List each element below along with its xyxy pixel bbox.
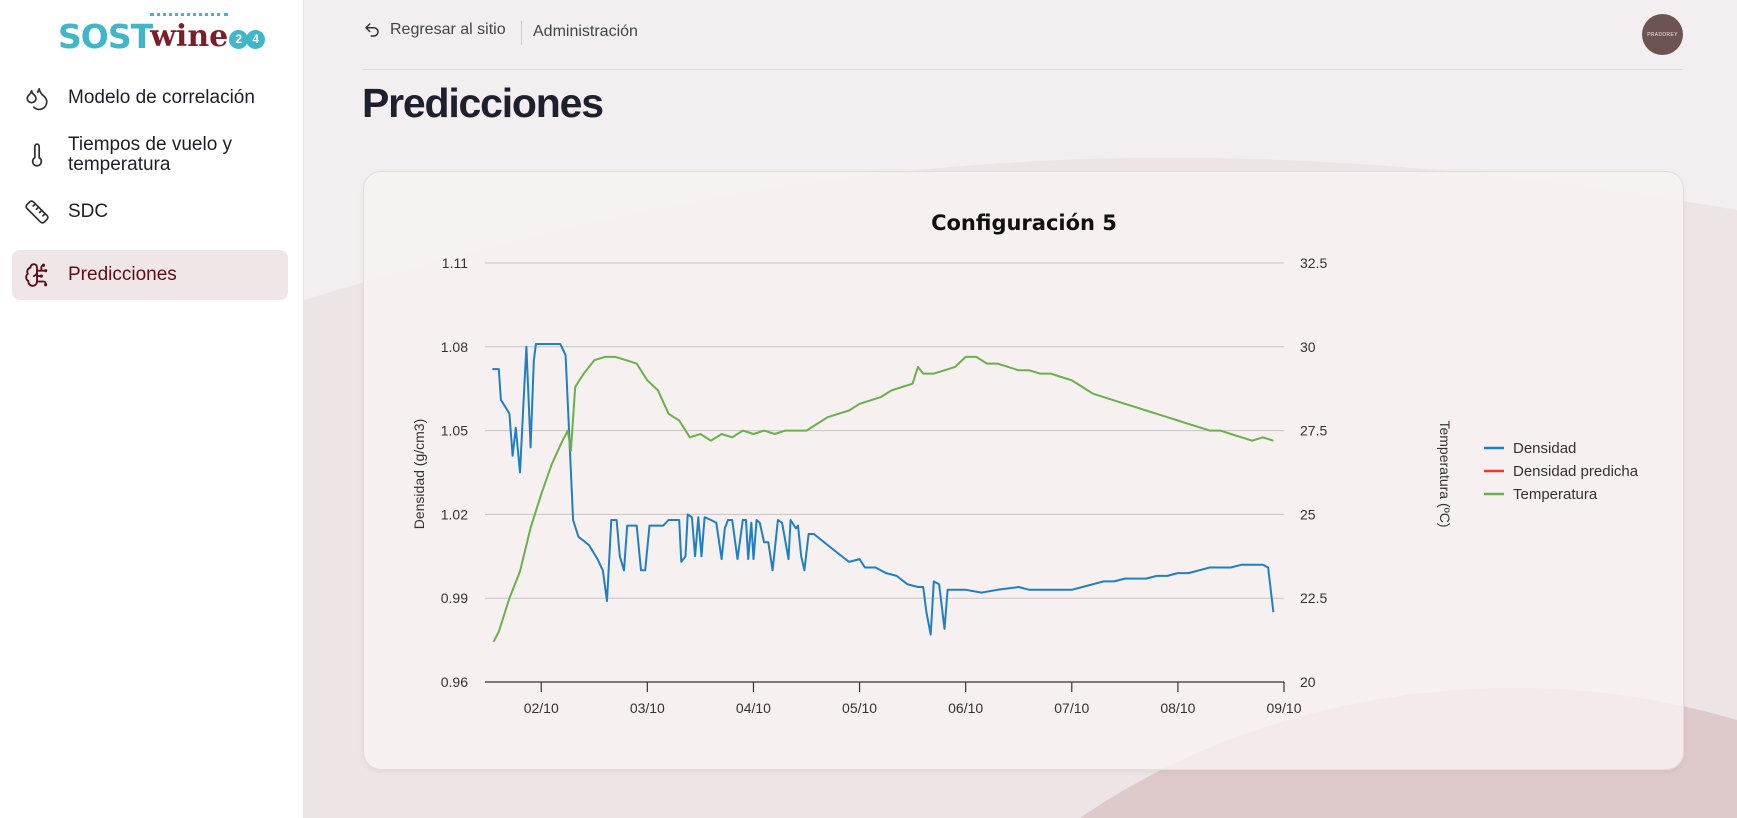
y-tick-label: 1.02 bbox=[441, 506, 468, 522]
sidebar-item-predicciones[interactable]: Predicciones bbox=[12, 250, 288, 300]
x-tick-label: 09/10 bbox=[1266, 700, 1301, 716]
sidebar: SOST wine 2 4 Modelo de correlación Tiem… bbox=[0, 0, 304, 818]
logo-text-wine: wine bbox=[150, 12, 229, 54]
droplets-icon bbox=[26, 87, 48, 111]
y2-tick-label: 22.5 bbox=[1300, 590, 1327, 606]
x-tick-label: 06/10 bbox=[948, 700, 983, 716]
chart-title: Configuración 5 bbox=[931, 211, 1117, 235]
prediction-chart: Configuración 5 0.96 0.99 1.02 1.05 1.08 1.11… bbox=[411, 211, 1639, 716]
x-tick-label: 08/10 bbox=[1160, 700, 1195, 716]
y2-tick-label: 20 bbox=[1300, 674, 1316, 690]
undo-arrow-icon bbox=[365, 23, 379, 37]
legend-label: Densidad predicha bbox=[1513, 463, 1639, 480]
x-tick-label: 02/10 bbox=[524, 700, 559, 716]
chart-card: Configuración 5 0.96 0.99 1.02 1.05 1.08 1.11… bbox=[363, 171, 1684, 770]
logo-number: 2 4 bbox=[229, 29, 266, 49]
x-tick-label: 05/10 bbox=[842, 700, 877, 716]
y-tick-label: 0.99 bbox=[441, 590, 468, 606]
y2-tick-label: 30 bbox=[1300, 339, 1316, 355]
x-tick-label: 07/10 bbox=[1054, 700, 1089, 716]
x-tick-label: 03/10 bbox=[630, 700, 665, 716]
y-axis-title: Densidad (g/cm3) bbox=[411, 419, 427, 530]
sostwine-logo[interactable]: SOST wine 2 4 bbox=[58, 12, 266, 56]
logo-number-2: 2 bbox=[229, 29, 249, 49]
sidebar-item-sdc[interactable]: SDC bbox=[12, 188, 288, 236]
y2-tick-label: 27.5 bbox=[1300, 423, 1327, 439]
sidebar-item-label: SDC bbox=[68, 201, 109, 222]
back-to-site-link[interactable]: Regresar al sitio bbox=[363, 21, 506, 39]
y-tick-label: 0.96 bbox=[441, 674, 468, 690]
logo-text-sost: SOST bbox=[58, 16, 153, 56]
breadcrumb-divider bbox=[521, 21, 522, 45]
y2-tick-label: 25 bbox=[1300, 506, 1316, 522]
series-line-temperatura bbox=[492, 355, 1274, 643]
back-to-site-label: Regresar al sitio bbox=[390, 21, 506, 38]
sidebar-item-label: Predicciones bbox=[68, 264, 177, 285]
sidebar-item-tiempos-vuelo[interactable]: Tiempos de vuelo y temperatura bbox=[12, 122, 288, 188]
y2-tick-label: 32.5 bbox=[1300, 255, 1327, 271]
y-tick-label: 1.08 bbox=[441, 339, 468, 355]
legend-label: Densidad bbox=[1513, 440, 1576, 457]
sidebar-item-label: Tiempos de vuelo y temperatura bbox=[68, 134, 233, 175]
sidebar-nav: Modelo de correlación Tiempos de vuelo y… bbox=[12, 74, 288, 300]
thermometer-icon bbox=[31, 143, 43, 167]
sidebar-item-modelo-correlacion[interactable]: Modelo de correlación bbox=[12, 74, 288, 122]
ruler-icon bbox=[25, 200, 49, 224]
page-title: Predicciones bbox=[362, 80, 604, 126]
y2-axis-title: Temperatura (ºC) bbox=[1437, 420, 1453, 527]
avatar[interactable]: PRADOREY bbox=[1642, 14, 1683, 55]
legend-label: Temperatura bbox=[1513, 486, 1598, 503]
logo-number-4: 4 bbox=[246, 29, 266, 49]
y-tick-label: 1.11 bbox=[442, 255, 468, 271]
x-tick-label: 04/10 bbox=[736, 700, 771, 716]
administration-link[interactable]: Administración bbox=[533, 23, 638, 40]
brain-circuit-icon bbox=[25, 263, 48, 287]
series-line-densidad bbox=[492, 343, 1275, 636]
y-tick-label: 1.05 bbox=[441, 423, 468, 439]
top-bar: Regresar al sitio Administración PRADORE… bbox=[363, 0, 1683, 70]
sidebar-item-label: Modelo de correlación bbox=[68, 87, 255, 108]
